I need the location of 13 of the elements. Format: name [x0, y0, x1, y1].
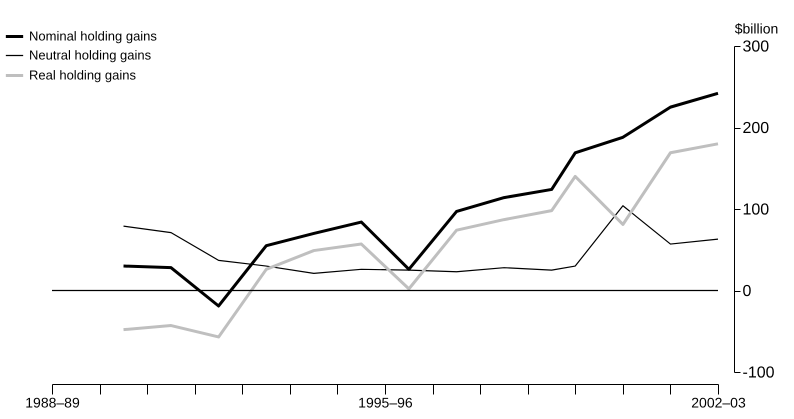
x-tick-label: 2002–03 [691, 394, 746, 410]
legend-label: Nominal holding gains [29, 28, 158, 44]
legend-label: Neutral holding gains [29, 48, 152, 62]
y-tick-label: 100 [742, 202, 770, 218]
y-tick-label: -100 [742, 364, 775, 382]
y-axis-title: $billion [734, 20, 778, 36]
x-tick-label: 1995–96 [358, 394, 413, 410]
y-tick-label: 200 [742, 120, 770, 137]
y-tick-label: 0 [742, 283, 752, 300]
y-tick-label: 300 [742, 38, 770, 56]
legend-label: Real holding gains [29, 68, 136, 82]
line-series [122, 142, 720, 338]
x-tick-label: 1988–89 [25, 394, 80, 410]
